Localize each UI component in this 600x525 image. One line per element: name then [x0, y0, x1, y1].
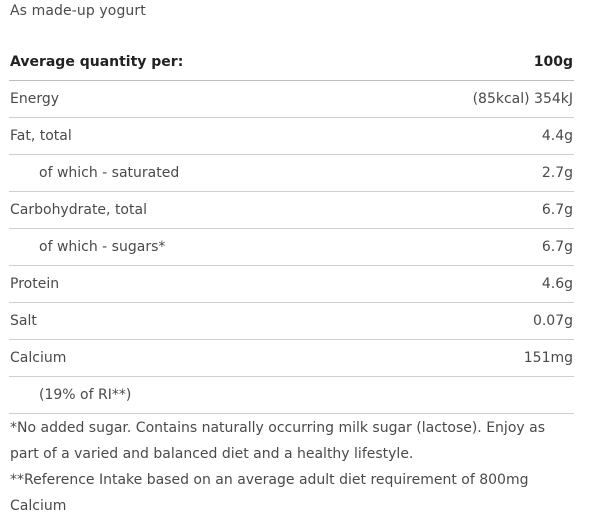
table-row: Calcium 151mg — [9, 339, 574, 377]
table-header-row: Average quantity per: 100g — [9, 44, 574, 81]
table-row: Salt 0.07g — [9, 302, 574, 340]
header-unit: 100g — [365, 44, 574, 81]
nutrient-name: Salt — [9, 302, 366, 340]
nutrient-name: of which - saturated — [9, 154, 366, 192]
nutrient-value: 6.7g — [365, 191, 574, 229]
nutrition-table: Average quantity per: 100g Energy (85kcal… — [9, 44, 574, 414]
nutrient-value: 151mg — [365, 339, 574, 377]
nutrient-value: 2.7g — [365, 154, 574, 192]
nutrient-name: (19% of RI**) — [9, 376, 366, 414]
serving-note: As made-up yogurt — [10, 3, 146, 19]
table-row: Energy (85kcal) 354kJ — [9, 80, 574, 118]
nutrient-name: Protein — [9, 265, 366, 303]
table-row: (19% of RI**) — [9, 376, 574, 414]
nutrient-value: (85kcal) 354kJ — [365, 80, 574, 118]
footnote-sugar: *No added sugar. Contains naturally occu… — [10, 420, 545, 462]
nutrition-rows: Energy (85kcal) 354kJ Fat, total 4.4g of whi… — [9, 80, 574, 414]
table-row: of which - saturated 2.7g — [9, 154, 574, 192]
nutrient-name: of which - sugars* — [9, 228, 366, 266]
nutrient-value — [365, 376, 574, 414]
footnote-reference-intake: **Reference Intake based on an average a… — [10, 472, 529, 514]
nutrient-value: 4.6g — [365, 265, 574, 303]
table-row: Fat, total 4.4g — [9, 117, 574, 155]
table-row: of which - sugars* 6.7g — [9, 228, 574, 266]
table-row: Carbohydrate, total 6.7g — [9, 191, 574, 229]
table-row: Protein 4.6g — [9, 265, 574, 303]
nutrient-name: Calcium — [9, 339, 366, 377]
header-label: Average quantity per: — [9, 44, 366, 81]
nutrient-name: Fat, total — [9, 117, 366, 155]
nutrient-name: Energy — [9, 80, 366, 118]
nutrient-value: 0.07g — [365, 302, 574, 340]
nutrient-value: 6.7g — [365, 228, 574, 266]
footnotes: *No added sugar. Contains naturally occu… — [10, 415, 575, 519]
nutrient-name: Carbohydrate, total — [9, 191, 366, 229]
nutrient-value: 4.4g — [365, 117, 574, 155]
